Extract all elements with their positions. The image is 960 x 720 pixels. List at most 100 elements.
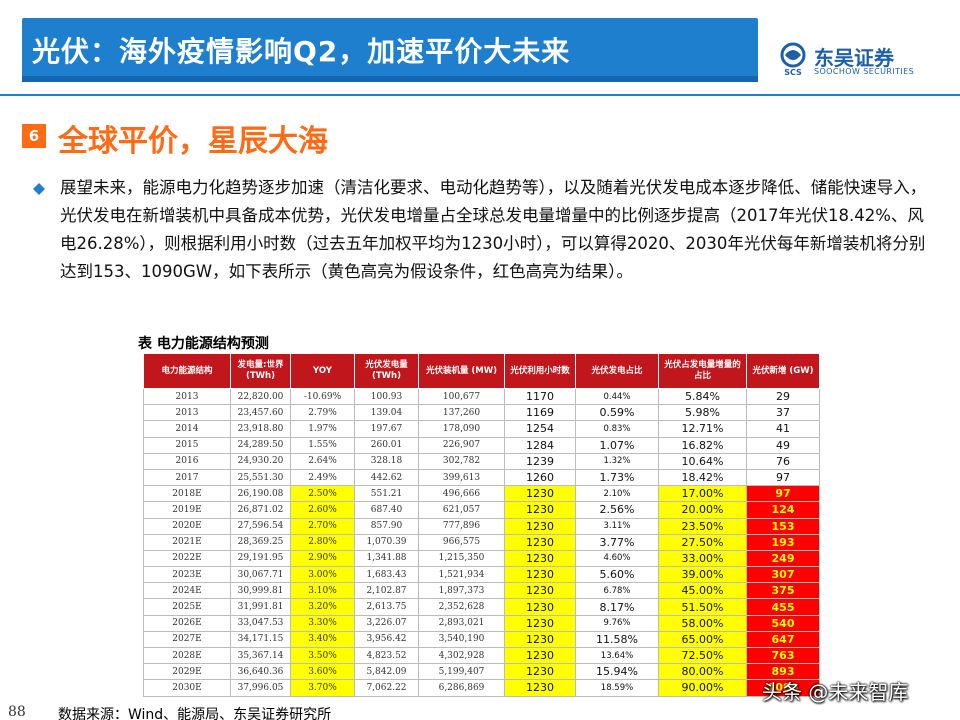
- table-cell: 1230: [504, 582, 576, 600]
- table-cell: 226,907: [418, 436, 505, 454]
- table-cell: 33,047.53: [230, 614, 291, 632]
- table-cell: 90.00%: [658, 679, 747, 697]
- table-cell: 1230: [504, 533, 576, 551]
- table-cell: 12.71%: [658, 420, 747, 438]
- table-cell: 34,171.15: [230, 630, 291, 649]
- table-cell: 18.59%: [575, 679, 659, 697]
- table-cell: 3.50%: [290, 646, 355, 665]
- table-cell: 18.42%: [658, 468, 747, 487]
- logo-mark-text: SCS: [784, 68, 802, 76]
- table-cell: 2018E: [143, 485, 231, 503]
- table-cell: 137,260: [418, 404, 505, 422]
- table-cell: 23,457.60: [230, 404, 291, 422]
- table-cell: 17.00%: [658, 485, 747, 503]
- table-cell: 621,057: [418, 501, 505, 519]
- table-cell: 4,302,928: [418, 646, 505, 665]
- table-row: 2023E 30,067.71 3.00% 1,683.43 1,521,934 1230…: [143, 566, 820, 584]
- table-cell: 3.00%: [290, 566, 355, 584]
- table-cell: 1.32%: [575, 452, 659, 470]
- table-cell: 1284: [504, 436, 576, 454]
- table-cell: 857.90: [354, 517, 419, 535]
- table-cell: 100,677: [418, 387, 505, 406]
- table-cell: 2013: [143, 387, 231, 406]
- table-cell: 13.64%: [575, 646, 659, 665]
- data-source: 数据来源：Wind、能源局、东吴证券研究所: [58, 707, 332, 720]
- table-cell: 2015: [143, 436, 231, 454]
- table-row: 2013 23,457.60 2.79% 139.04 137,260 1169 0.59%…: [143, 404, 820, 422]
- table-cell: 2.90%: [290, 549, 355, 568]
- table-row: 2013 22,820.00 -10.69% 100.93 100,677 1170 0.4…: [143, 387, 820, 406]
- table-header-cell: 光伏装机量 (MW): [418, 353, 505, 389]
- table-cell: 36,640.36: [230, 663, 291, 681]
- table-cell: 1230: [504, 663, 576, 681]
- table-cell: 16.82%: [658, 436, 747, 454]
- table-cell: 1,215,350: [418, 549, 505, 568]
- table-cell: 455: [746, 598, 820, 616]
- header-divider: [0, 94, 960, 96]
- slide-title: 光伏：海外疫情影响Q2，加速平价大未来: [32, 35, 571, 68]
- table-cell: 2021E: [143, 533, 231, 551]
- table-cell: 5.60%: [575, 566, 659, 584]
- table-cell: 540: [746, 614, 820, 632]
- table-cell: 328.18: [354, 452, 419, 470]
- table-cell: 1169: [504, 404, 576, 422]
- table-cell: 2.70%: [290, 517, 355, 535]
- table-cell: 9.76%: [575, 614, 659, 632]
- table-cell: 65.00%: [658, 630, 747, 649]
- table-row: 2029E 36,640.36 3.60% 5,842.09 5,199,407 1230…: [143, 663, 820, 681]
- table-title: 表 电力能源结构预测: [138, 336, 269, 352]
- table-cell: 4.60%: [575, 549, 659, 568]
- table-cell: 2026E: [143, 614, 231, 632]
- table-cell: 1254: [504, 420, 576, 438]
- table-cell: 2,102.87: [354, 582, 419, 600]
- table-row: 2030E 37,996.05 3.70% 7,062.22 6,286,869 1230…: [143, 679, 820, 697]
- table-cell: 22,820.00: [230, 387, 291, 406]
- table-cell: 2.64%: [290, 452, 355, 470]
- table-cell: 3,540,190: [418, 630, 505, 649]
- table-cell: 307: [746, 566, 820, 584]
- table-cell: 58.00%: [658, 614, 747, 632]
- table-cell: 26,190.08: [230, 485, 291, 503]
- table-cell: 72.50%: [658, 646, 747, 665]
- table-cell: 777,896: [418, 517, 505, 535]
- table-cell: 3.70%: [290, 679, 355, 697]
- table-cell: 3.60%: [290, 663, 355, 681]
- table-cell: 25,551.30: [230, 468, 291, 487]
- table-cell: 1230: [504, 630, 576, 649]
- table-cell: 8.17%: [575, 598, 659, 616]
- table-cell: 647: [746, 630, 820, 649]
- table-cell: 51.50%: [658, 598, 747, 616]
- table-cell: 45.00%: [658, 582, 747, 600]
- table-cell: 1230: [504, 549, 576, 568]
- table-cell: 20.00%: [658, 501, 747, 519]
- table-cell: 893: [746, 663, 820, 681]
- table-cell: 3.11%: [575, 517, 659, 535]
- table-cell: 2024E: [143, 582, 231, 600]
- table-cell: 1230: [504, 614, 576, 632]
- table-cell: 2019E: [143, 501, 231, 519]
- table-cell: 2030E: [143, 679, 231, 697]
- table-cell: 2027E: [143, 630, 231, 649]
- table-header-cell: 光伏发电占比: [575, 353, 659, 389]
- table-cell: 37,996.05: [230, 679, 291, 697]
- table-cell: 0.59%: [575, 404, 659, 422]
- table-cell: 11.58%: [575, 630, 659, 649]
- table-cell: 153: [746, 517, 820, 535]
- table-row: 2018E 26,190.08 2.50% 551.21 496,666 1230 2.10…: [143, 485, 820, 503]
- table-cell: 375: [746, 582, 820, 600]
- table-cell: 2028E: [143, 646, 231, 665]
- table-cell: 35,367.14: [230, 646, 291, 665]
- page-number: 88: [8, 704, 26, 720]
- table-cell: 27.50%: [658, 533, 747, 551]
- table-cell: 29: [746, 387, 820, 406]
- table-cell: 197.67: [354, 420, 419, 438]
- table-cell: 76: [746, 452, 820, 470]
- table-cell: 49: [746, 436, 820, 454]
- table-cell: 2.60%: [290, 501, 355, 519]
- table-cell: 551.21: [354, 485, 419, 503]
- body-paragraph: 展望未来，能源电力化趋势逐步加速（清洁化要求、电动化趋势等），以及随着光伏发电成…: [60, 178, 927, 281]
- table-cell: 26,871.02: [230, 501, 291, 519]
- table-cell: 15.94%: [575, 663, 659, 681]
- table-header-cell: 电力能源结构: [143, 353, 231, 389]
- table-cell: 41: [746, 420, 820, 438]
